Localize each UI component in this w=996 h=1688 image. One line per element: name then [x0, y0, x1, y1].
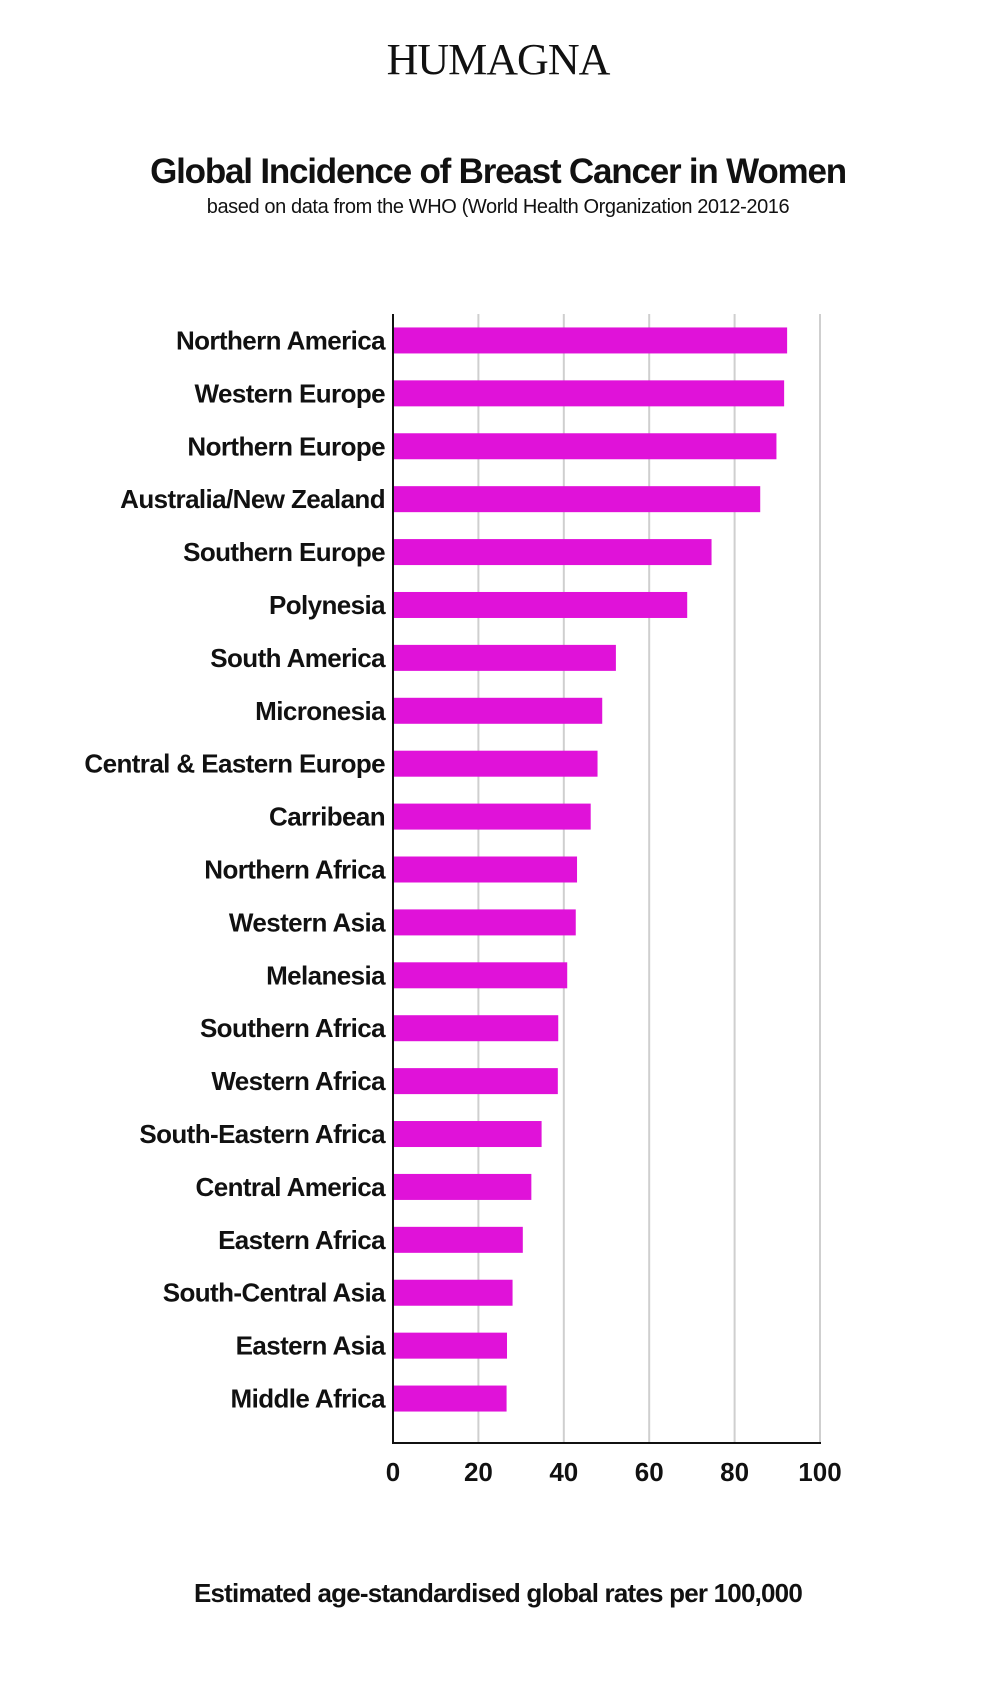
category-label: South America [210, 643, 386, 673]
bar-10 [393, 856, 578, 883]
category-label: Central & Eastern Europe [84, 749, 385, 779]
bar-5 [393, 591, 688, 618]
brand-logo: HUMAGNA [386, 35, 611, 84]
bar-15 [393, 1121, 542, 1148]
category-label: Northern America [176, 325, 386, 355]
bar-16 [393, 1173, 532, 1200]
bar-6 [393, 644, 616, 671]
bar-4 [393, 539, 712, 566]
bar-19 [393, 1332, 508, 1359]
bar-11 [393, 909, 576, 936]
axes [392, 314, 821, 1444]
bars [393, 327, 788, 1412]
category-label: Western Africa [211, 1066, 386, 1096]
category-labels: Northern America Western Europe Northern E… [84, 325, 386, 1413]
category-label: Micronesia [255, 696, 386, 726]
bar-13 [393, 1015, 559, 1042]
x-tick-label-20: 20 [464, 1457, 493, 1487]
bar-7 [393, 697, 603, 724]
x-tick-label-60: 60 [635, 1457, 664, 1487]
category-label: Northern Europe [187, 431, 385, 461]
x-axis-title: Estimated age-standardised global rates … [193, 1578, 803, 1608]
category-label: Melanesia [266, 960, 386, 990]
category-label: Polynesia [269, 590, 386, 620]
tick-labels: 0 20 40 60 80 100 [386, 1457, 842, 1487]
category-label: South-Eastern Africa [139, 1119, 386, 1149]
x-tick-label-40: 40 [549, 1457, 578, 1487]
bar-17 [393, 1226, 523, 1253]
chart-title: Global Incidence of Breast Cancer in Wom… [150, 152, 847, 191]
bar-14 [393, 1068, 558, 1095]
bar-0 [393, 327, 788, 354]
bar-9 [393, 803, 591, 830]
bar-1 [393, 380, 785, 407]
x-tick-label-0: 0 [386, 1457, 400, 1487]
x-tick-label-80: 80 [720, 1457, 749, 1487]
bar-20 [393, 1385, 507, 1412]
bar-12 [393, 962, 568, 989]
bar-2 [393, 433, 777, 460]
x-tick-label-100: 100 [798, 1457, 841, 1487]
category-label: South-Central Asia [163, 1278, 386, 1308]
category-label: Central America [196, 1172, 387, 1202]
category-label: Middle Africa [231, 1384, 387, 1414]
category-label: Northern Africa [204, 855, 386, 885]
category-label: Carribean [269, 802, 385, 832]
category-label: Southern Africa [200, 1013, 386, 1043]
chart-subtitle: based on data from the WHO (World Health… [206, 196, 790, 218]
category-label: Western Europe [195, 378, 386, 408]
category-label: Western Asia [229, 907, 386, 937]
category-label: Eastern Africa [218, 1225, 386, 1255]
category-label: Eastern Asia [236, 1331, 386, 1361]
bar-18 [393, 1279, 513, 1306]
category-label: Australia/New Zealand [120, 484, 385, 514]
bar-8 [393, 750, 598, 777]
bar-3 [393, 486, 761, 513]
category-label: Southern Europe [183, 537, 385, 567]
